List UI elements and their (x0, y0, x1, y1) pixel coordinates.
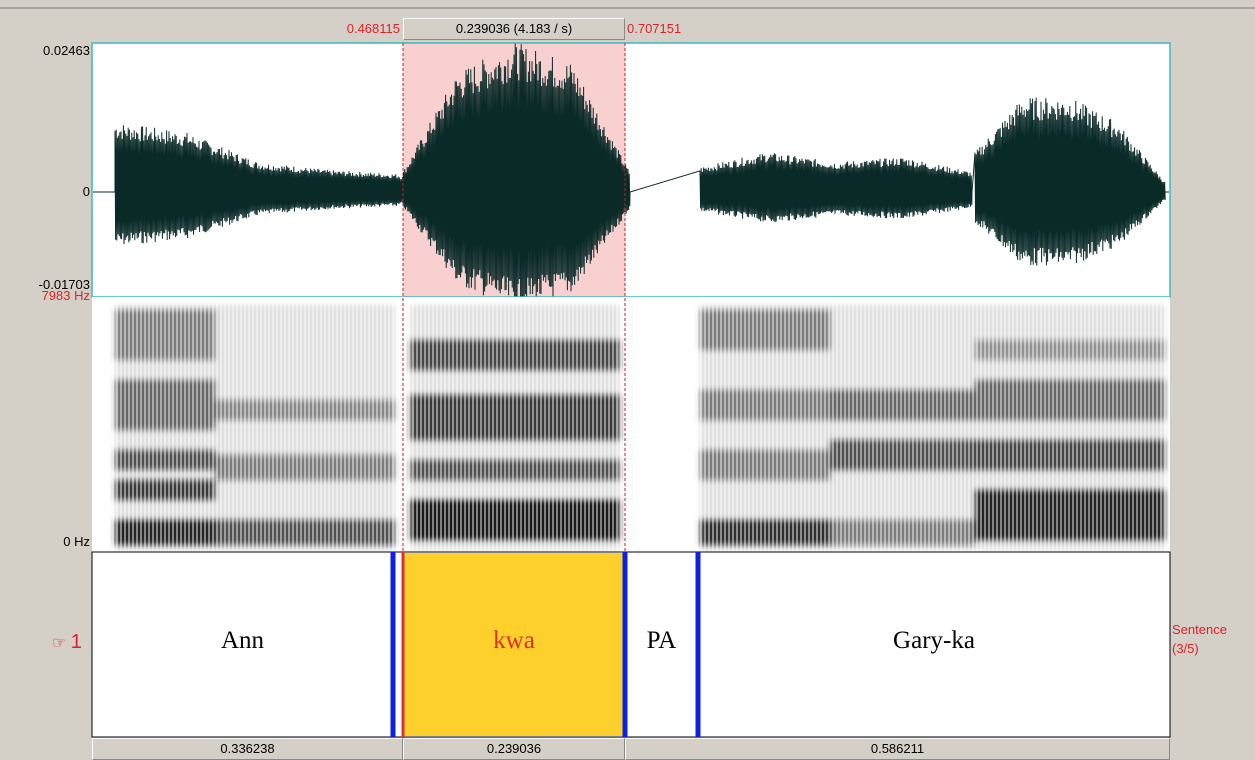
interval-label: Ann (220, 627, 265, 654)
tier-number-text: 1 (70, 631, 82, 653)
tier-panel (91, 551, 1171, 738)
waveform-trace (93, 43, 1169, 308)
interval-label: Gary-ka (893, 627, 975, 654)
duration-button[interactable]: 0.336238 (92, 738, 403, 760)
interval-label: kwa (493, 627, 535, 654)
selected-interval (403, 553, 625, 736)
hand-icon: ☞ (52, 635, 71, 652)
waveform-min: -0.01703 (38, 277, 90, 292)
spectrogram-texture (92, 297, 1170, 552)
selection-end: 0.707151 (627, 21, 682, 36)
spectrogram-max: 7983 Hz (41, 288, 90, 303)
waveform (93, 43, 1169, 308)
duration-button[interactable]: 0.586211 (625, 738, 1170, 760)
selection-duration[interactable]: 0.239036 (4.183 / s) (403, 18, 625, 40)
interval-label: PA (646, 627, 677, 654)
selection-start: 0.468115 (346, 21, 400, 36)
tier-index: (3/5) (1172, 641, 1199, 656)
tier-name: Sentence (1172, 622, 1227, 637)
waveform-max: 0.02463 (43, 43, 90, 58)
spectrogram-min: 0 Hz (63, 534, 90, 549)
tier-number[interactable]: ☞ 1 (52, 630, 82, 656)
waveform-zero: 0 (82, 184, 90, 199)
duration-button[interactable]: 0.239036 (403, 738, 625, 760)
